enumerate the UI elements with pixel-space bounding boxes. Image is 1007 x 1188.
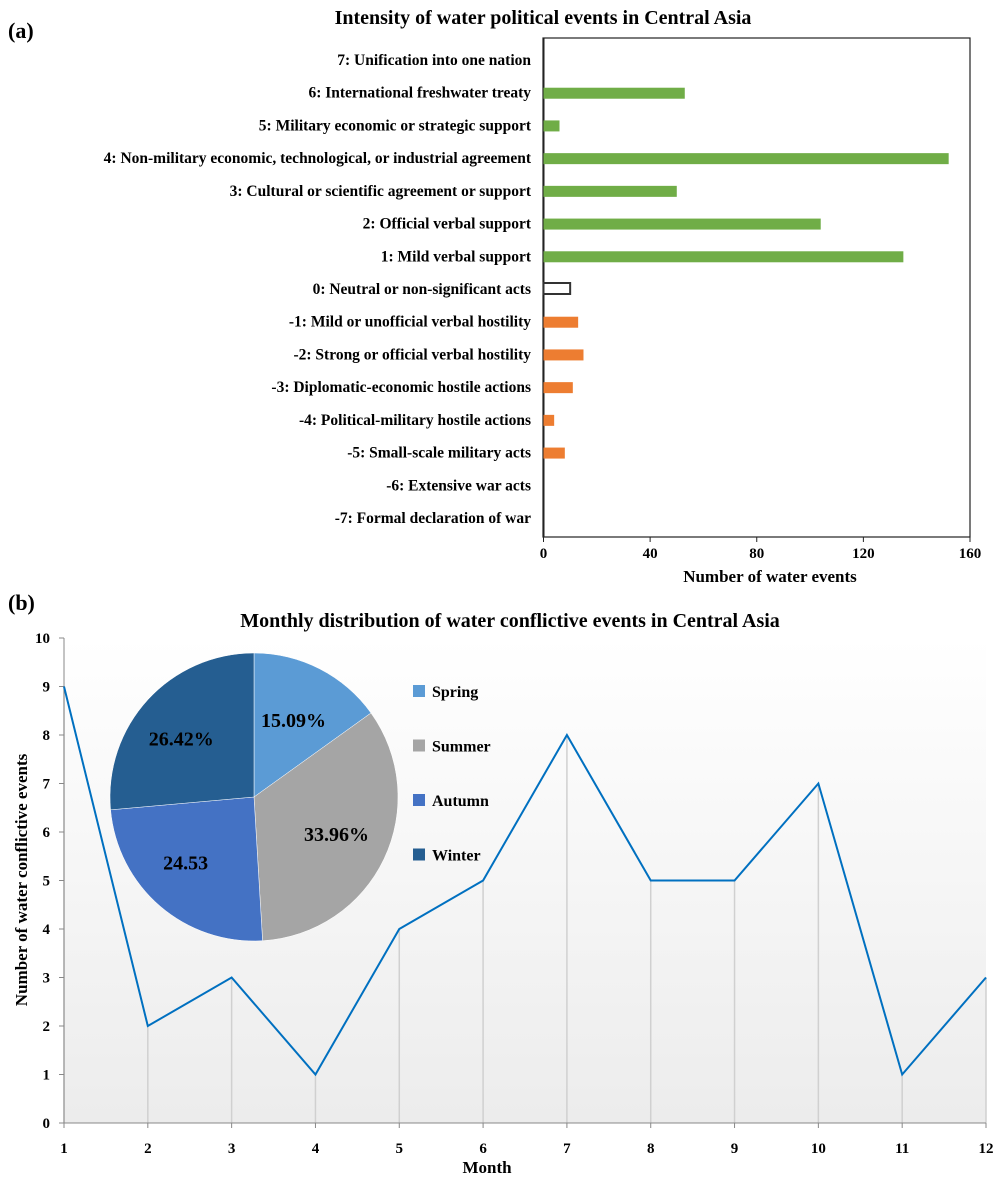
pie-data-label: 26.42%	[149, 729, 214, 751]
x-tick-label: 6	[479, 1141, 487, 1157]
bar	[543, 185, 677, 197]
x-tick-label: 2	[144, 1141, 152, 1157]
bar	[543, 87, 685, 99]
x-tick-label: 11	[895, 1141, 909, 1157]
panel-b-label: (b)	[8, 590, 35, 615]
x-tick-label: 0	[540, 546, 548, 562]
pie-slice-autumn	[110, 796, 263, 942]
y-tick-label: 2	[43, 1019, 51, 1035]
x-tick-label: 80	[749, 546, 764, 562]
x-tick-label: 3	[228, 1141, 236, 1157]
pie-slice-summer	[253, 712, 399, 942]
category-label: 4: Non-military economic, technological,…	[104, 150, 532, 167]
y-tick-label: 10	[35, 631, 50, 647]
y-tick-label: 3	[43, 971, 51, 987]
legend-swatch	[413, 848, 425, 861]
x-tick-label: 1	[60, 1141, 68, 1157]
category-label: 1: Mild verbal support	[381, 248, 532, 265]
legend-label: Spring	[432, 684, 478, 701]
pie-data-label: 15.09%	[261, 710, 326, 732]
x-tick-label: 120	[852, 546, 875, 562]
x-tick-label: 5	[396, 1141, 404, 1157]
category-label: -1: Mild or unofficial verbal hostility	[289, 314, 531, 331]
bar	[543, 349, 584, 361]
x-tick-label: 8	[647, 1141, 655, 1157]
y-tick-label: 7	[43, 777, 51, 793]
x-tick-label: 9	[731, 1141, 739, 1157]
pie-slice-winter	[109, 652, 255, 811]
x-tick-label: 40	[643, 546, 658, 562]
panel-b: (b) Monthly distribution of water confli…	[8, 590, 994, 1177]
x-tick-label: 160	[959, 546, 982, 562]
y-tick-label: 4	[43, 922, 51, 938]
category-label: 0: Neutral or non-significant acts	[313, 281, 531, 298]
bar	[543, 316, 579, 328]
bar	[543, 120, 560, 132]
panel-a-title: Intensity of water political events in C…	[335, 7, 752, 29]
category-label: -5: Small-scale military acts	[347, 445, 531, 462]
bar	[543, 218, 821, 230]
category-label: -2: Strong or official verbal hostility	[293, 346, 531, 363]
pie-slice-spring	[253, 652, 372, 798]
panel-a: (a) Intensity of water political events …	[8, 7, 981, 586]
x-tick-label: 4	[312, 1141, 320, 1157]
plot-frame	[542, 37, 971, 538]
category-label: 7: Unification into one nation	[337, 52, 531, 69]
category-label: 2: Official verbal support	[363, 216, 532, 233]
category-label: 5: Military economic or strategic suppor…	[259, 117, 532, 134]
y-tick-label: 5	[43, 874, 51, 890]
legend-label: Autumn	[432, 793, 489, 810]
legend-label: Summer	[432, 739, 491, 756]
bar	[543, 447, 565, 459]
category-label: 6: International freshwater treaty	[308, 85, 531, 102]
category-label: -4: Political-military hostile actions	[299, 412, 531, 429]
x-tick-label: 10	[811, 1141, 826, 1157]
y-tick-label: 9	[43, 680, 51, 696]
category-label: -3: Diplomatic-economic hostile actions	[271, 379, 531, 396]
x-axis-title: Number of water events	[683, 567, 857, 586]
bar	[542, 282, 572, 295]
legend-swatch	[413, 739, 425, 752]
series-line	[63, 686, 987, 1077]
pie-data-label: 24.53	[163, 852, 208, 874]
category-label: -6: Extensive war acts	[386, 477, 531, 494]
x-tick-label: 7	[563, 1141, 571, 1157]
y-tick-label: 0	[43, 1116, 51, 1132]
legend-swatch	[413, 794, 425, 806]
y-axis-title: Number of water conflictive events	[12, 753, 31, 1006]
x-axis-title-month: Month	[462, 1158, 512, 1177]
category-label: -7: Formal declaration of war	[335, 510, 531, 527]
category-label: 3: Cultural or scientific agreement or s…	[230, 183, 532, 200]
panel-a-label: (a)	[8, 18, 34, 43]
y-tick-label: 1	[43, 1068, 51, 1084]
pie-data-label: 33.96%	[304, 824, 369, 846]
y-tick-label: 8	[43, 728, 51, 744]
bar	[543, 414, 555, 426]
legend-swatch	[413, 685, 425, 697]
bar	[543, 382, 573, 394]
legend-label: Winter	[432, 848, 481, 865]
bar	[543, 153, 949, 165]
bar	[543, 251, 904, 263]
y-tick-label: 6	[43, 825, 51, 841]
panel-b-title: Monthly distribution of water conflictiv…	[240, 610, 780, 632]
x-tick-label: 12	[979, 1141, 994, 1157]
